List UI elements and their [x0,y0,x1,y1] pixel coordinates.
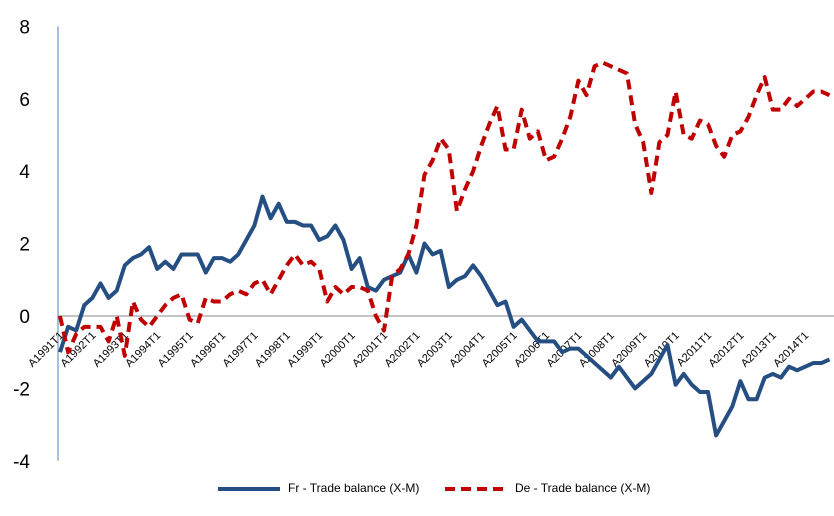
series-line [58,60,831,358]
legend-label: Fr - Trade balance (X-M) [288,481,419,495]
series-line [58,194,831,438]
x-tick-label: A2010T1 [642,330,682,370]
y-tick-label: 6 [19,90,30,111]
y-tick-label: 2 [19,235,30,256]
x-tick-label: A2014T1 [771,330,811,370]
y-tick-label: -2 [13,379,30,400]
y-tick-label: -4 [13,452,30,473]
y-tick-label: 0 [19,307,30,328]
legend-label: De - Trade balance (X-M) [515,481,650,495]
y-tick-label: 8 [19,17,30,38]
y-tick-label: 4 [19,162,30,183]
